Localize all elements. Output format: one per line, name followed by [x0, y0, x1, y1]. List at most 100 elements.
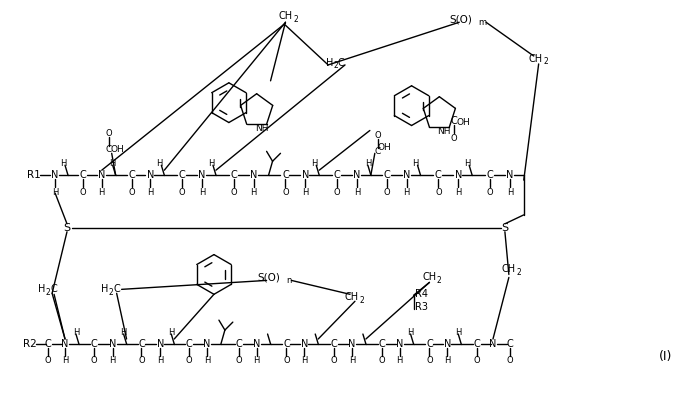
Text: O: O — [186, 356, 192, 365]
Text: N: N — [62, 339, 69, 349]
Text: R2: R2 — [23, 339, 37, 349]
Text: H: H — [455, 188, 461, 197]
Text: 2: 2 — [543, 57, 548, 66]
Text: O: O — [487, 188, 493, 197]
Text: H: H — [464, 159, 470, 168]
Text: N: N — [301, 339, 308, 349]
Text: H: H — [302, 188, 308, 197]
Text: C: C — [236, 339, 242, 349]
Text: H: H — [110, 159, 116, 168]
Text: O: O — [45, 356, 52, 365]
Text: C: C — [378, 339, 385, 349]
Text: H: H — [38, 284, 46, 294]
Text: O: O — [90, 356, 97, 365]
Text: H: H — [199, 188, 206, 197]
Text: N: N — [203, 339, 210, 349]
Text: O: O — [451, 134, 458, 143]
Text: H: H — [52, 188, 58, 197]
Text: H: H — [73, 327, 79, 337]
Text: CH: CH — [345, 292, 359, 302]
Text: C: C — [333, 170, 340, 180]
Text: H: H — [250, 188, 257, 197]
Text: C: C — [487, 170, 493, 180]
Text: C: C — [426, 339, 433, 349]
Text: H: H — [101, 284, 108, 294]
Text: O: O — [282, 188, 289, 197]
Text: N: N — [353, 170, 361, 180]
Text: O: O — [236, 356, 242, 365]
Text: H: H — [326, 58, 334, 68]
Text: O: O — [283, 356, 290, 365]
Text: N: N — [98, 170, 106, 180]
Text: O: O — [80, 188, 86, 197]
Text: H: H — [254, 356, 260, 365]
Text: N: N — [348, 339, 356, 349]
Text: N: N — [302, 170, 309, 180]
Text: 2: 2 — [293, 15, 298, 24]
Text: C: C — [507, 339, 513, 349]
Text: H: H — [99, 188, 105, 197]
Text: C: C — [186, 339, 192, 349]
Text: N: N — [489, 339, 497, 349]
Text: CH: CH — [502, 265, 516, 275]
Text: N: N — [454, 170, 462, 180]
Text: O: O — [435, 188, 442, 197]
Text: O: O — [334, 188, 340, 197]
Text: C: C — [113, 284, 120, 294]
Text: H: H — [301, 356, 308, 365]
Text: O: O — [378, 356, 385, 365]
Text: N: N — [147, 170, 154, 180]
Text: C: C — [282, 170, 289, 180]
Text: N: N — [506, 170, 514, 180]
Text: H: H — [168, 327, 175, 337]
Text: C: C — [80, 170, 86, 180]
Text: C: C — [474, 339, 480, 349]
Text: OH: OH — [456, 118, 470, 127]
Text: H: H — [60, 159, 66, 168]
Text: O: O — [138, 356, 145, 365]
Text: H: H — [110, 356, 116, 365]
Text: S: S — [501, 223, 508, 233]
Text: H: H — [507, 188, 513, 197]
Text: C: C — [383, 170, 390, 180]
Text: O: O — [179, 188, 185, 197]
Text: R4: R4 — [415, 289, 428, 299]
Text: H: H — [204, 356, 210, 365]
Text: S(O): S(O) — [449, 14, 473, 24]
Text: 2: 2 — [517, 268, 521, 277]
Text: O: O — [375, 131, 381, 140]
Text: R1: R1 — [27, 170, 41, 180]
Text: H: H — [147, 188, 154, 197]
Text: C: C — [128, 170, 135, 180]
Text: H: H — [354, 188, 360, 197]
Text: O: O — [128, 188, 135, 197]
Text: OH: OH — [110, 145, 124, 154]
Text: H: H — [62, 356, 69, 365]
Text: R3: R3 — [415, 302, 428, 312]
Text: N: N — [403, 170, 410, 180]
Text: NH: NH — [438, 127, 451, 136]
Text: N: N — [250, 170, 257, 180]
Text: (I): (I) — [659, 350, 672, 363]
Text: O: O — [331, 356, 338, 365]
Text: C: C — [283, 339, 290, 349]
Text: H: H — [156, 159, 163, 168]
Text: C: C — [338, 58, 345, 68]
Text: N: N — [109, 339, 116, 349]
Text: NH: NH — [255, 124, 268, 133]
Text: S(O): S(O) — [257, 273, 280, 282]
Text: H: H — [157, 356, 164, 365]
Text: CH: CH — [528, 54, 542, 64]
Text: 2: 2 — [108, 288, 113, 297]
Text: 2: 2 — [45, 288, 50, 297]
Text: H: H — [311, 159, 317, 168]
Text: C: C — [45, 339, 52, 349]
Text: 2: 2 — [333, 62, 338, 70]
Text: 2: 2 — [359, 296, 364, 305]
Text: H: H — [365, 159, 371, 168]
Text: C: C — [106, 145, 112, 154]
Text: H: H — [403, 188, 410, 197]
Text: H: H — [208, 159, 214, 168]
Text: N: N — [444, 339, 451, 349]
Text: C: C — [451, 116, 458, 126]
